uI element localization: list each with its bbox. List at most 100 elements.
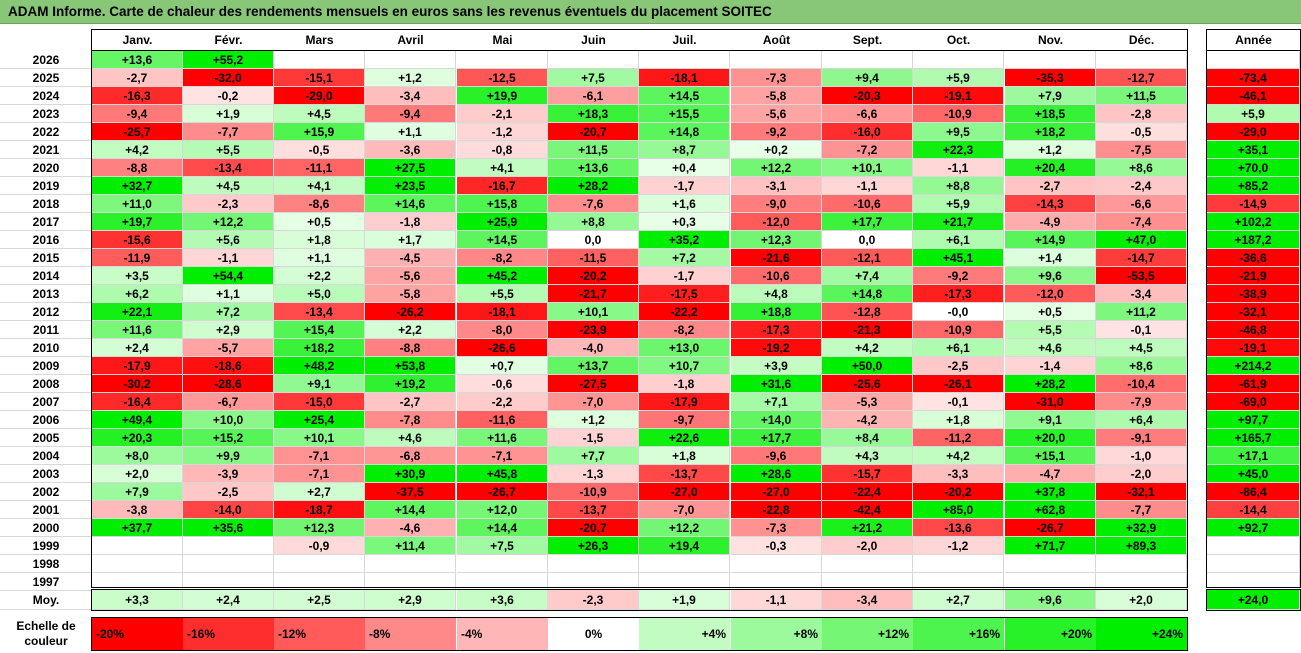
- heatmap-cell: +8,8: [913, 177, 1004, 195]
- annual-cell: -46,8: [1207, 321, 1300, 339]
- heatmap-cell: +1,1: [365, 123, 456, 141]
- heatmap-cell: -2,7: [365, 393, 456, 411]
- heatmap-cell: -21,3: [822, 321, 913, 339]
- heatmap-cell: -8,2: [457, 249, 548, 267]
- heatmap-cell: -6,8: [365, 447, 456, 465]
- heatmap-cell: -8,0: [457, 321, 548, 339]
- heatmap-cell: +4,6: [365, 429, 456, 447]
- heatmap-cell: -7,7: [183, 123, 274, 141]
- heatmap-cell: -7,1: [274, 465, 365, 483]
- heatmap-cell: +2,9: [183, 321, 274, 339]
- heatmap-cell: +14,0: [731, 411, 822, 429]
- heatmap-cell: -25,7: [92, 123, 183, 141]
- heatmap-cell: -7,1: [274, 447, 365, 465]
- heatmap-cell: +18,8: [731, 303, 822, 321]
- heatmap-cell: -18,7: [274, 501, 365, 519]
- heatmap-cell: +6,4: [1096, 411, 1187, 429]
- heatmap-cell: +7,5: [548, 69, 639, 87]
- heatmap-cell: -2,2: [457, 393, 548, 411]
- heatmap-cell: +14,9: [1005, 231, 1096, 249]
- heatmap-cell: -0,6: [457, 375, 548, 393]
- heatmap-cell: +1,8: [639, 447, 730, 465]
- heatmap-cell: +1,4: [1005, 249, 1096, 267]
- heatmap-cell: +9,4: [822, 69, 913, 87]
- heatmap-cell: +22,6: [639, 429, 730, 447]
- year-label: 2006: [0, 411, 92, 429]
- heatmap-cell: +1,8: [913, 411, 1004, 429]
- heatmap-cell: -11,6: [457, 411, 548, 429]
- heatmap-cell: -10,9: [913, 321, 1004, 339]
- scale-swatch: +24%: [1096, 618, 1187, 650]
- heatmap-cell: -32,0: [183, 69, 274, 87]
- heatmap-cell: +4,1: [274, 177, 365, 195]
- annual-cell: -46,1: [1207, 87, 1300, 105]
- heatmap-cell: +28,2: [548, 177, 639, 195]
- heatmap-cell: +15,8: [457, 195, 548, 213]
- heatmap-cell: +9,1: [1005, 411, 1096, 429]
- heatmap-cell: [913, 51, 1004, 69]
- heatmap-cell: [457, 51, 548, 69]
- heatmap-cell: +4,6: [1005, 339, 1096, 357]
- heatmap-cell: -1,3: [548, 465, 639, 483]
- heatmap-cell: -17,3: [731, 321, 822, 339]
- heatmap-cell: +26,3: [548, 537, 639, 555]
- heatmap-cell: +1,1: [274, 249, 365, 267]
- heatmap-cell: -26,1: [913, 375, 1004, 393]
- heatmap-cell: -7,1: [457, 447, 548, 465]
- heatmap-cell: +37,8: [1005, 483, 1096, 501]
- heatmap-cell: +7,5: [457, 537, 548, 555]
- month-header: Juin: [581, 33, 606, 47]
- heatmap-cell: -2,7: [92, 69, 183, 87]
- heatmap-cell: [548, 573, 639, 591]
- heatmap-cell: [822, 555, 913, 573]
- heatmap-cell: -0,5: [274, 141, 365, 159]
- annual-cell: +70,0: [1207, 159, 1300, 177]
- heatmap-cell: +7,1: [731, 393, 822, 411]
- heatmap-cell: +11,0: [92, 195, 183, 213]
- heatmap-cell: [731, 51, 822, 69]
- heatmap-cell: +1,9: [183, 105, 274, 123]
- heatmap-cell: [92, 555, 183, 573]
- heatmap-cell: +20,0: [1005, 429, 1096, 447]
- heatmap-cell: -5,8: [731, 87, 822, 105]
- average-cell: -3,4: [822, 590, 913, 610]
- month-header: Août: [762, 33, 791, 47]
- heatmap-cell: +18,2: [274, 339, 365, 357]
- scale-swatch: -16%: [183, 618, 274, 650]
- heatmap-cell: -12,8: [822, 303, 913, 321]
- heatmap-cell: [183, 537, 274, 555]
- heatmap-cell: +15,2: [183, 429, 274, 447]
- heatmap-cell: +11,6: [457, 429, 548, 447]
- annual-cell: [1207, 573, 1300, 591]
- heatmap-cell: +1,8: [274, 231, 365, 249]
- month-header: Sept.: [852, 33, 883, 47]
- heatmap-cell: +13,6: [92, 51, 183, 69]
- heatmap-cell: -7,9: [1096, 393, 1187, 411]
- heatmap-cell: +14,6: [365, 195, 456, 213]
- heatmap-cell: [913, 573, 1004, 591]
- heatmap-cell: -17,5: [639, 285, 730, 303]
- heatmap-cell: +4,3: [822, 447, 913, 465]
- heatmap-cell: +35,2: [639, 231, 730, 249]
- heatmap-cell: +32,7: [92, 177, 183, 195]
- scale-swatch: +8%: [731, 618, 822, 650]
- year-label: 2019: [0, 177, 92, 195]
- heatmap-cell: -21,7: [548, 285, 639, 303]
- heatmap-cell: -7,6: [548, 195, 639, 213]
- heatmap-cell: -0,3: [731, 537, 822, 555]
- heatmap-cell: -11,2: [913, 429, 1004, 447]
- heatmap-cell: -16,4: [92, 393, 183, 411]
- heatmap-cell: [548, 555, 639, 573]
- annual-average-cell: +24,0: [1207, 590, 1300, 610]
- heatmap-cell: +4,1: [457, 159, 548, 177]
- heatmap-cell: -6,1: [548, 87, 639, 105]
- heatmap-cell: -5,3: [822, 393, 913, 411]
- heatmap-cell: -0,1: [1096, 321, 1187, 339]
- average-label: Moy.: [0, 590, 92, 610]
- annual-cell: +85,2: [1207, 177, 1300, 195]
- heatmap-cell: -29,0: [274, 87, 365, 105]
- heatmap-cell: +7,2: [639, 249, 730, 267]
- year-label: 2003: [0, 465, 92, 483]
- heatmap-cell: -20,7: [548, 519, 639, 537]
